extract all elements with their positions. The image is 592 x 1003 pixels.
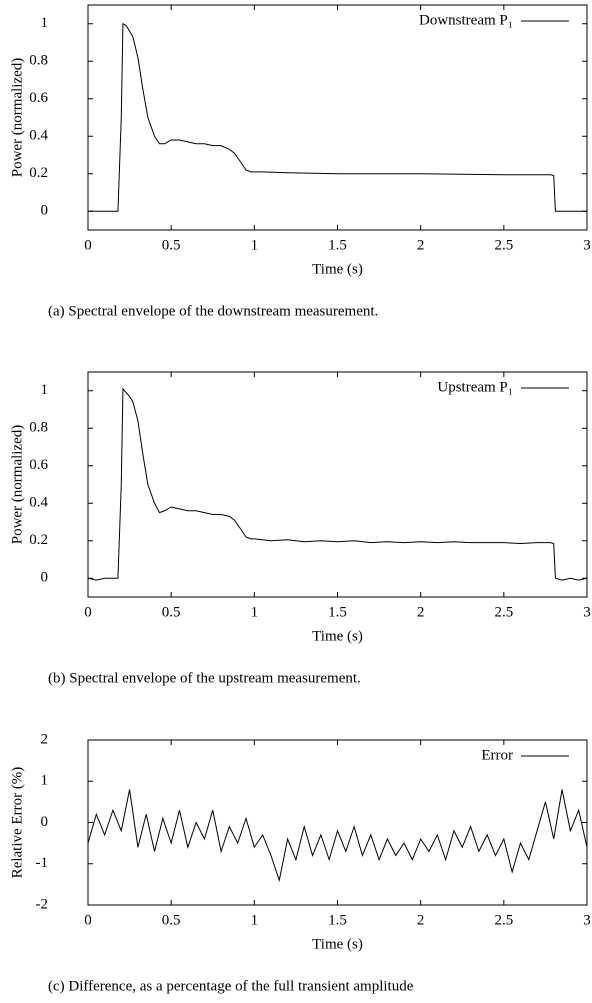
y-tick-label: 0 [41,814,49,830]
y-tick-label: 0.2 [29,165,48,181]
y-tick-label: -1 [36,855,49,871]
x-tick-label: 1 [251,604,259,620]
caption: (a) Spectral envelope of the downstream … [48,303,378,319]
y-axis-label: Power (normalized) [9,58,25,178]
x-tick-label: 2 [417,912,425,928]
plot-frame [87,739,588,906]
y-tick-label: 0 [41,570,49,586]
x-tick-label: 1 [251,912,259,928]
x-tick-label: 1.5 [328,604,347,620]
y-tick-label: 2 [41,731,49,747]
x-tick-label: 3 [583,237,591,253]
caption: (b) Spectral envelope of the upstream me… [48,670,361,686]
plot-frame [87,4,588,231]
x-tick-label: 2.5 [494,237,513,253]
y-tick-label: 1 [41,773,49,789]
y-axis-label: Power (normalized) [9,425,25,545]
y-tick-label: 0.4 [29,495,48,511]
plot-frame [87,371,588,598]
x-tick-label: 0.5 [162,912,181,928]
data-line [87,387,588,581]
x-axis-label: Time (s) [312,261,363,277]
legend-label: Downstream P₁ [419,12,513,28]
data-line [88,22,587,212]
x-tick-label: 0 [84,237,92,253]
data-line [87,789,588,883]
x-tick-label: 2.5 [494,604,513,620]
x-tick-label: 2.5 [494,912,513,928]
x-tick-label: 3 [583,912,591,928]
y-tick-label: 1 [41,15,49,31]
y-tick-label: 0 [41,203,49,219]
x-tick-label: 3 [583,604,591,620]
x-tick-label: 2 [417,604,425,620]
x-tick-label: 1 [251,237,259,253]
legend-label: Error [481,747,513,763]
y-tick-label: 0.8 [29,420,48,436]
x-tick-label: 0.5 [162,237,181,253]
caption: (c) Difference, as a percentage of the f… [48,978,414,994]
x-axis-label: Time (s) [312,936,363,952]
x-tick-label: 1.5 [328,912,347,928]
x-axis-label: Time (s) [312,628,363,644]
y-tick-label: 0.6 [29,457,48,473]
y-axis-label: Relative Error (%) [9,767,25,879]
y-tick-label: -2 [36,896,49,912]
x-tick-label: 2 [417,237,425,253]
y-tick-label: 1 [41,382,49,398]
y-tick-label: 0.2 [29,532,48,548]
x-tick-label: 0.5 [162,604,181,620]
x-tick-label: 0 [84,912,92,928]
y-tick-label: 0.8 [29,53,48,69]
y-tick-label: 0.4 [29,128,48,144]
x-tick-label: 1.5 [328,237,347,253]
x-tick-label: 0 [84,604,92,620]
y-tick-label: 0.6 [29,90,48,106]
legend-label: Upstream P₁ [437,379,513,395]
